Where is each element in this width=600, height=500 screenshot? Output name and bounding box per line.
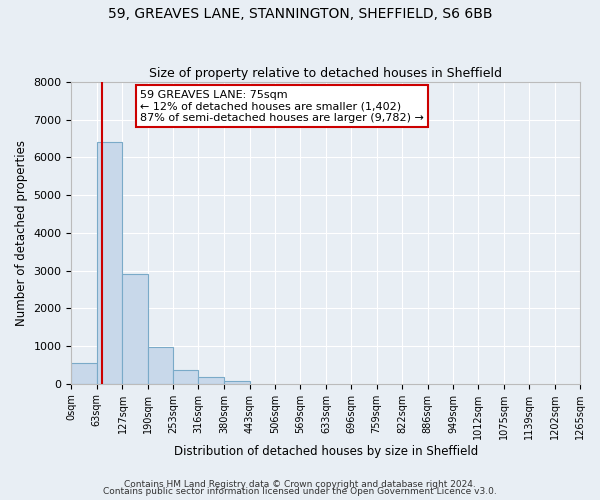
Bar bbox=[97, 142, 122, 384]
Y-axis label: Number of detached properties: Number of detached properties bbox=[15, 140, 28, 326]
Bar bbox=[71, 363, 97, 384]
Bar bbox=[122, 274, 148, 384]
Text: 59, GREAVES LANE, STANNINGTON, SHEFFIELD, S6 6BB: 59, GREAVES LANE, STANNINGTON, SHEFFIELD… bbox=[108, 8, 492, 22]
Bar bbox=[173, 370, 199, 384]
X-axis label: Distribution of detached houses by size in Sheffield: Distribution of detached houses by size … bbox=[173, 444, 478, 458]
Bar bbox=[224, 380, 250, 384]
Text: Contains HM Land Registry data © Crown copyright and database right 2024.: Contains HM Land Registry data © Crown c… bbox=[124, 480, 476, 489]
Bar bbox=[148, 347, 173, 384]
Text: Contains public sector information licensed under the Open Government Licence v3: Contains public sector information licen… bbox=[103, 487, 497, 496]
Bar bbox=[199, 378, 224, 384]
Text: 59 GREAVES LANE: 75sqm
← 12% of detached houses are smaller (1,402)
87% of semi-: 59 GREAVES LANE: 75sqm ← 12% of detached… bbox=[140, 90, 424, 123]
Title: Size of property relative to detached houses in Sheffield: Size of property relative to detached ho… bbox=[149, 66, 502, 80]
